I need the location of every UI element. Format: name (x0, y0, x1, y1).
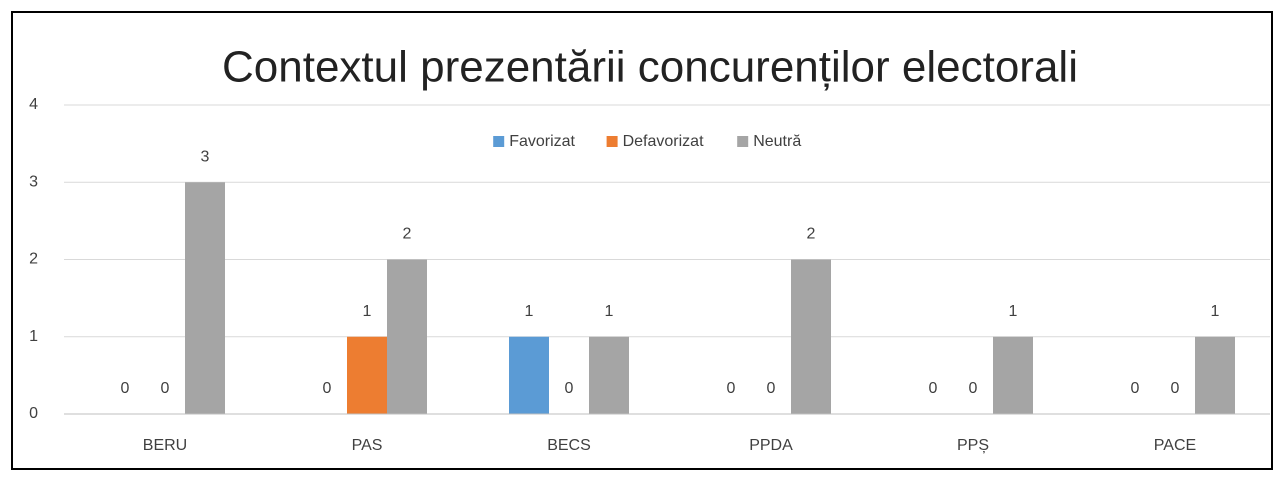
data-label: 0 (929, 380, 938, 397)
legend-label: Neutră (753, 133, 801, 150)
y-tick-label: 1 (29, 328, 38, 345)
data-label: 1 (1009, 303, 1018, 320)
data-label: 1 (363, 303, 372, 320)
bar (589, 336, 629, 414)
data-label: 0 (161, 380, 170, 397)
chart-title: Contextul prezentării concurenților elec… (222, 43, 1078, 92)
x-tick-label: PPȘ (957, 437, 989, 454)
bar (387, 259, 427, 414)
data-label: 0 (727, 380, 736, 397)
bar (791, 259, 831, 414)
data-label: 0 (565, 380, 574, 397)
y-tick-label: 0 (29, 405, 38, 422)
y-tick-label: 2 (29, 251, 38, 268)
data-label: 0 (767, 380, 776, 397)
y-tick-label: 3 (29, 173, 38, 190)
legend-swatch (606, 136, 618, 147)
data-label: 0 (969, 380, 978, 397)
data-label: 0 (1171, 380, 1180, 397)
legend-swatch (737, 136, 749, 147)
bar (509, 336, 549, 414)
x-tick-label: BERU (143, 437, 187, 454)
x-tick-label: BECS (547, 437, 591, 454)
bar (1195, 336, 1235, 414)
data-label: 0 (121, 380, 130, 397)
data-label: 3 (201, 148, 210, 165)
y-tick-label: 4 (29, 96, 38, 113)
data-label: 2 (403, 226, 412, 243)
legend-label: Favorizat (509, 133, 575, 150)
bar (185, 182, 225, 414)
x-tick-label: PACE (1154, 437, 1196, 454)
data-label: 2 (807, 226, 816, 243)
legend-label: Defavorizat (623, 133, 704, 150)
bar (993, 336, 1033, 414)
data-label: 0 (323, 380, 332, 397)
data-label: 1 (1211, 303, 1220, 320)
data-label: 0 (1131, 380, 1140, 397)
bar (347, 336, 387, 414)
data-label: 1 (605, 303, 614, 320)
x-tick-label: PAS (352, 437, 383, 454)
data-label: 1 (525, 303, 534, 320)
legend-swatch (493, 136, 505, 147)
x-tick-label: PPDA (749, 437, 793, 454)
